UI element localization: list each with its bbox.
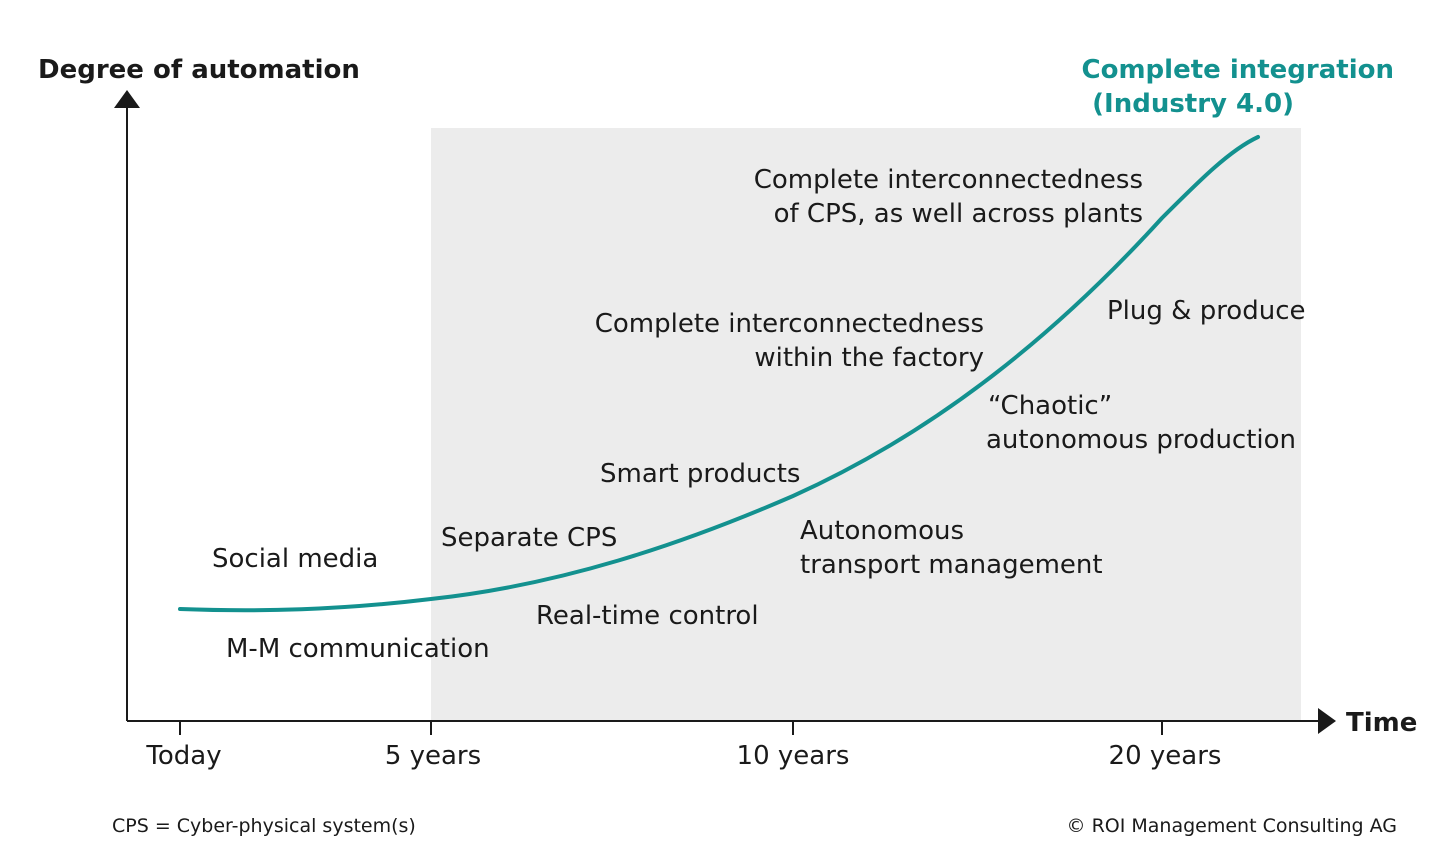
label-separate-cps: Separate CPS xyxy=(441,523,617,553)
label-plug-produce: Plug & produce xyxy=(1107,296,1306,326)
label-chaotic-line2: autonomous production xyxy=(986,425,1296,455)
tick-label-10-years: 10 years xyxy=(737,741,850,771)
tick-label-5-years: 5 years xyxy=(385,741,481,771)
label-smart-products: Smart products xyxy=(600,459,800,489)
label-interconnect-factory-line2: within the factory xyxy=(754,343,984,373)
endpoint-label-line1: Complete integration xyxy=(1082,55,1394,85)
tick-label-20-years: 20 years xyxy=(1109,741,1222,771)
y-axis-title: Degree of automation xyxy=(38,55,360,85)
label-autonomous-transport-line1: Autonomous xyxy=(800,516,964,546)
tick-label-today: Today xyxy=(145,741,221,771)
label-interconnect-plants-line2: of CPS, as well across plants xyxy=(774,199,1143,229)
label-chaotic-line1: “Chaotic” xyxy=(988,391,1112,421)
endpoint-label-line2: (Industry 4.0) xyxy=(1092,89,1294,119)
footnote-definition: CPS = Cyber-physical system(s) xyxy=(112,815,416,837)
x-axis-title: Time xyxy=(1346,708,1417,738)
label-mm-communication: M-M communication xyxy=(226,634,490,664)
x-axis-arrow xyxy=(1318,708,1336,734)
label-interconnect-plants-line1: Complete interconnectedness xyxy=(754,165,1143,195)
label-interconnect-factory-line1: Complete interconnectedness xyxy=(595,309,984,339)
label-autonomous-transport-line2: transport management xyxy=(800,550,1103,580)
automation-curve xyxy=(178,135,1260,613)
copyright-notice: © ROI Management Consulting AG xyxy=(1067,815,1397,837)
y-axis-arrow xyxy=(114,90,140,108)
label-realtime-control: Real-time control xyxy=(536,601,759,631)
label-social-media: Social media xyxy=(212,544,378,574)
